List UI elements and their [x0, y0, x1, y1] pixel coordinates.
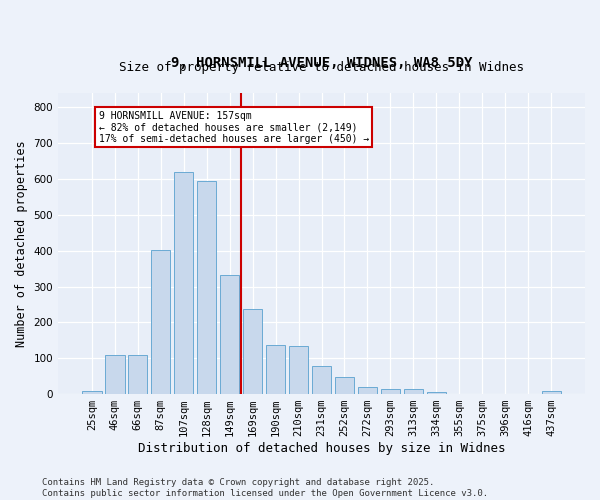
Y-axis label: Number of detached properties: Number of detached properties	[15, 140, 28, 347]
Bar	[105, 356, 125, 394]
Bar	[289, 346, 308, 394]
Bar	[427, 392, 446, 394]
Bar	[404, 389, 423, 394]
X-axis label: Distribution of detached houses by size in Widnes: Distribution of detached houses by size …	[138, 442, 505, 455]
Bar	[197, 182, 217, 394]
Bar	[82, 391, 101, 394]
Text: Contains HM Land Registry data © Crown copyright and database right 2025.
Contai: Contains HM Land Registry data © Crown c…	[42, 478, 488, 498]
Bar	[335, 377, 354, 394]
Bar	[358, 388, 377, 394]
Bar	[312, 366, 331, 394]
Bar	[174, 172, 193, 394]
Bar	[151, 250, 170, 394]
Text: 9 HORNSMILL AVENUE: 157sqm
← 82% of detached houses are smaller (2,149)
17% of s: 9 HORNSMILL AVENUE: 157sqm ← 82% of deta…	[98, 111, 369, 144]
Bar	[380, 389, 400, 394]
Bar	[243, 310, 262, 394]
Bar	[128, 356, 148, 394]
Title: Size of property relative to detached houses in Widnes: Size of property relative to detached ho…	[119, 60, 524, 74]
Bar	[266, 346, 286, 394]
Text: 9, HORNSMILL AVENUE, WIDNES, WA8 5DY: 9, HORNSMILL AVENUE, WIDNES, WA8 5DY	[171, 56, 472, 70]
Bar	[542, 391, 561, 394]
Bar	[220, 274, 239, 394]
